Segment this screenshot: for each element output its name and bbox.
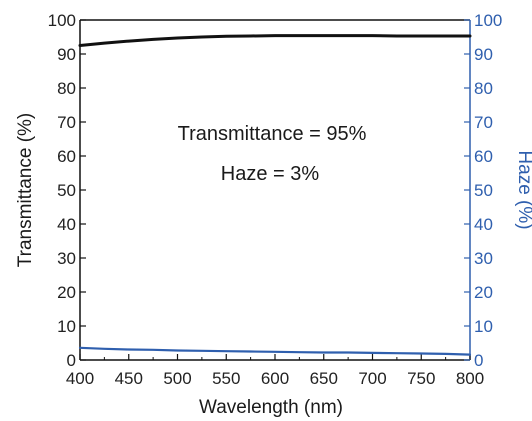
y-left-tick-label: 50 [57, 181, 76, 200]
y-left-tick-label: 40 [57, 215, 76, 234]
x-tick-label: 650 [310, 369, 338, 388]
y-left-tick-label: 100 [48, 11, 76, 30]
haze-series-line [78, 346, 472, 356]
y-right-tick-label: 60 [474, 147, 493, 166]
x-tick-label: 450 [115, 369, 143, 388]
axes [79, 19, 471, 361]
y-right-tick-label: 40 [474, 215, 493, 234]
x-tick-label: 550 [212, 369, 240, 388]
y-right-tick-label: 70 [474, 113, 493, 132]
y-right-tick-label: 20 [474, 283, 493, 302]
x-tick-label: 700 [358, 369, 386, 388]
y-left-tick-label: 90 [57, 45, 76, 64]
x-tick-label: 500 [163, 369, 191, 388]
y-right-tick-label: 90 [474, 45, 493, 64]
y-right-tick-label: 50 [474, 181, 493, 200]
annotation-haze: Haze = 3% [221, 163, 320, 185]
y-right-tick-label: 0 [474, 351, 483, 370]
y-right-tick-label: 10 [474, 317, 493, 336]
annotation-transmittance: Transmittance = 95% [178, 123, 367, 145]
x-tick-label: 400 [66, 369, 94, 388]
y-right-tick-label: 100 [474, 11, 502, 30]
y-left-tick-label: 80 [57, 79, 76, 98]
y-left-tick-label: 10 [57, 317, 76, 336]
transmittance-series-line [78, 34, 472, 47]
y-left-tick-label: 30 [57, 249, 76, 268]
y-left-tick-label: 60 [57, 147, 76, 166]
y-left-tick-label: 0 [67, 351, 76, 370]
x-tick-label: 800 [456, 369, 484, 388]
y-axis-title-left: Transmittance (%) [15, 113, 36, 268]
y-right-tick-label: 30 [474, 249, 493, 268]
x-axis-title: Wavelength (nm) [199, 397, 343, 418]
y-right-tick-label: 80 [474, 79, 493, 98]
x-tick-label: 600 [261, 369, 289, 388]
x-tick-label: 750 [407, 369, 435, 388]
y-left-tick-label: 20 [57, 283, 76, 302]
y-axis-title-right: Haze (%) [514, 150, 532, 229]
y-left-tick-label: 70 [57, 113, 76, 132]
ticks: 400 450 500 550 600 650 700 750 8000102030405060… [48, 11, 503, 388]
series-lines [78, 34, 472, 356]
